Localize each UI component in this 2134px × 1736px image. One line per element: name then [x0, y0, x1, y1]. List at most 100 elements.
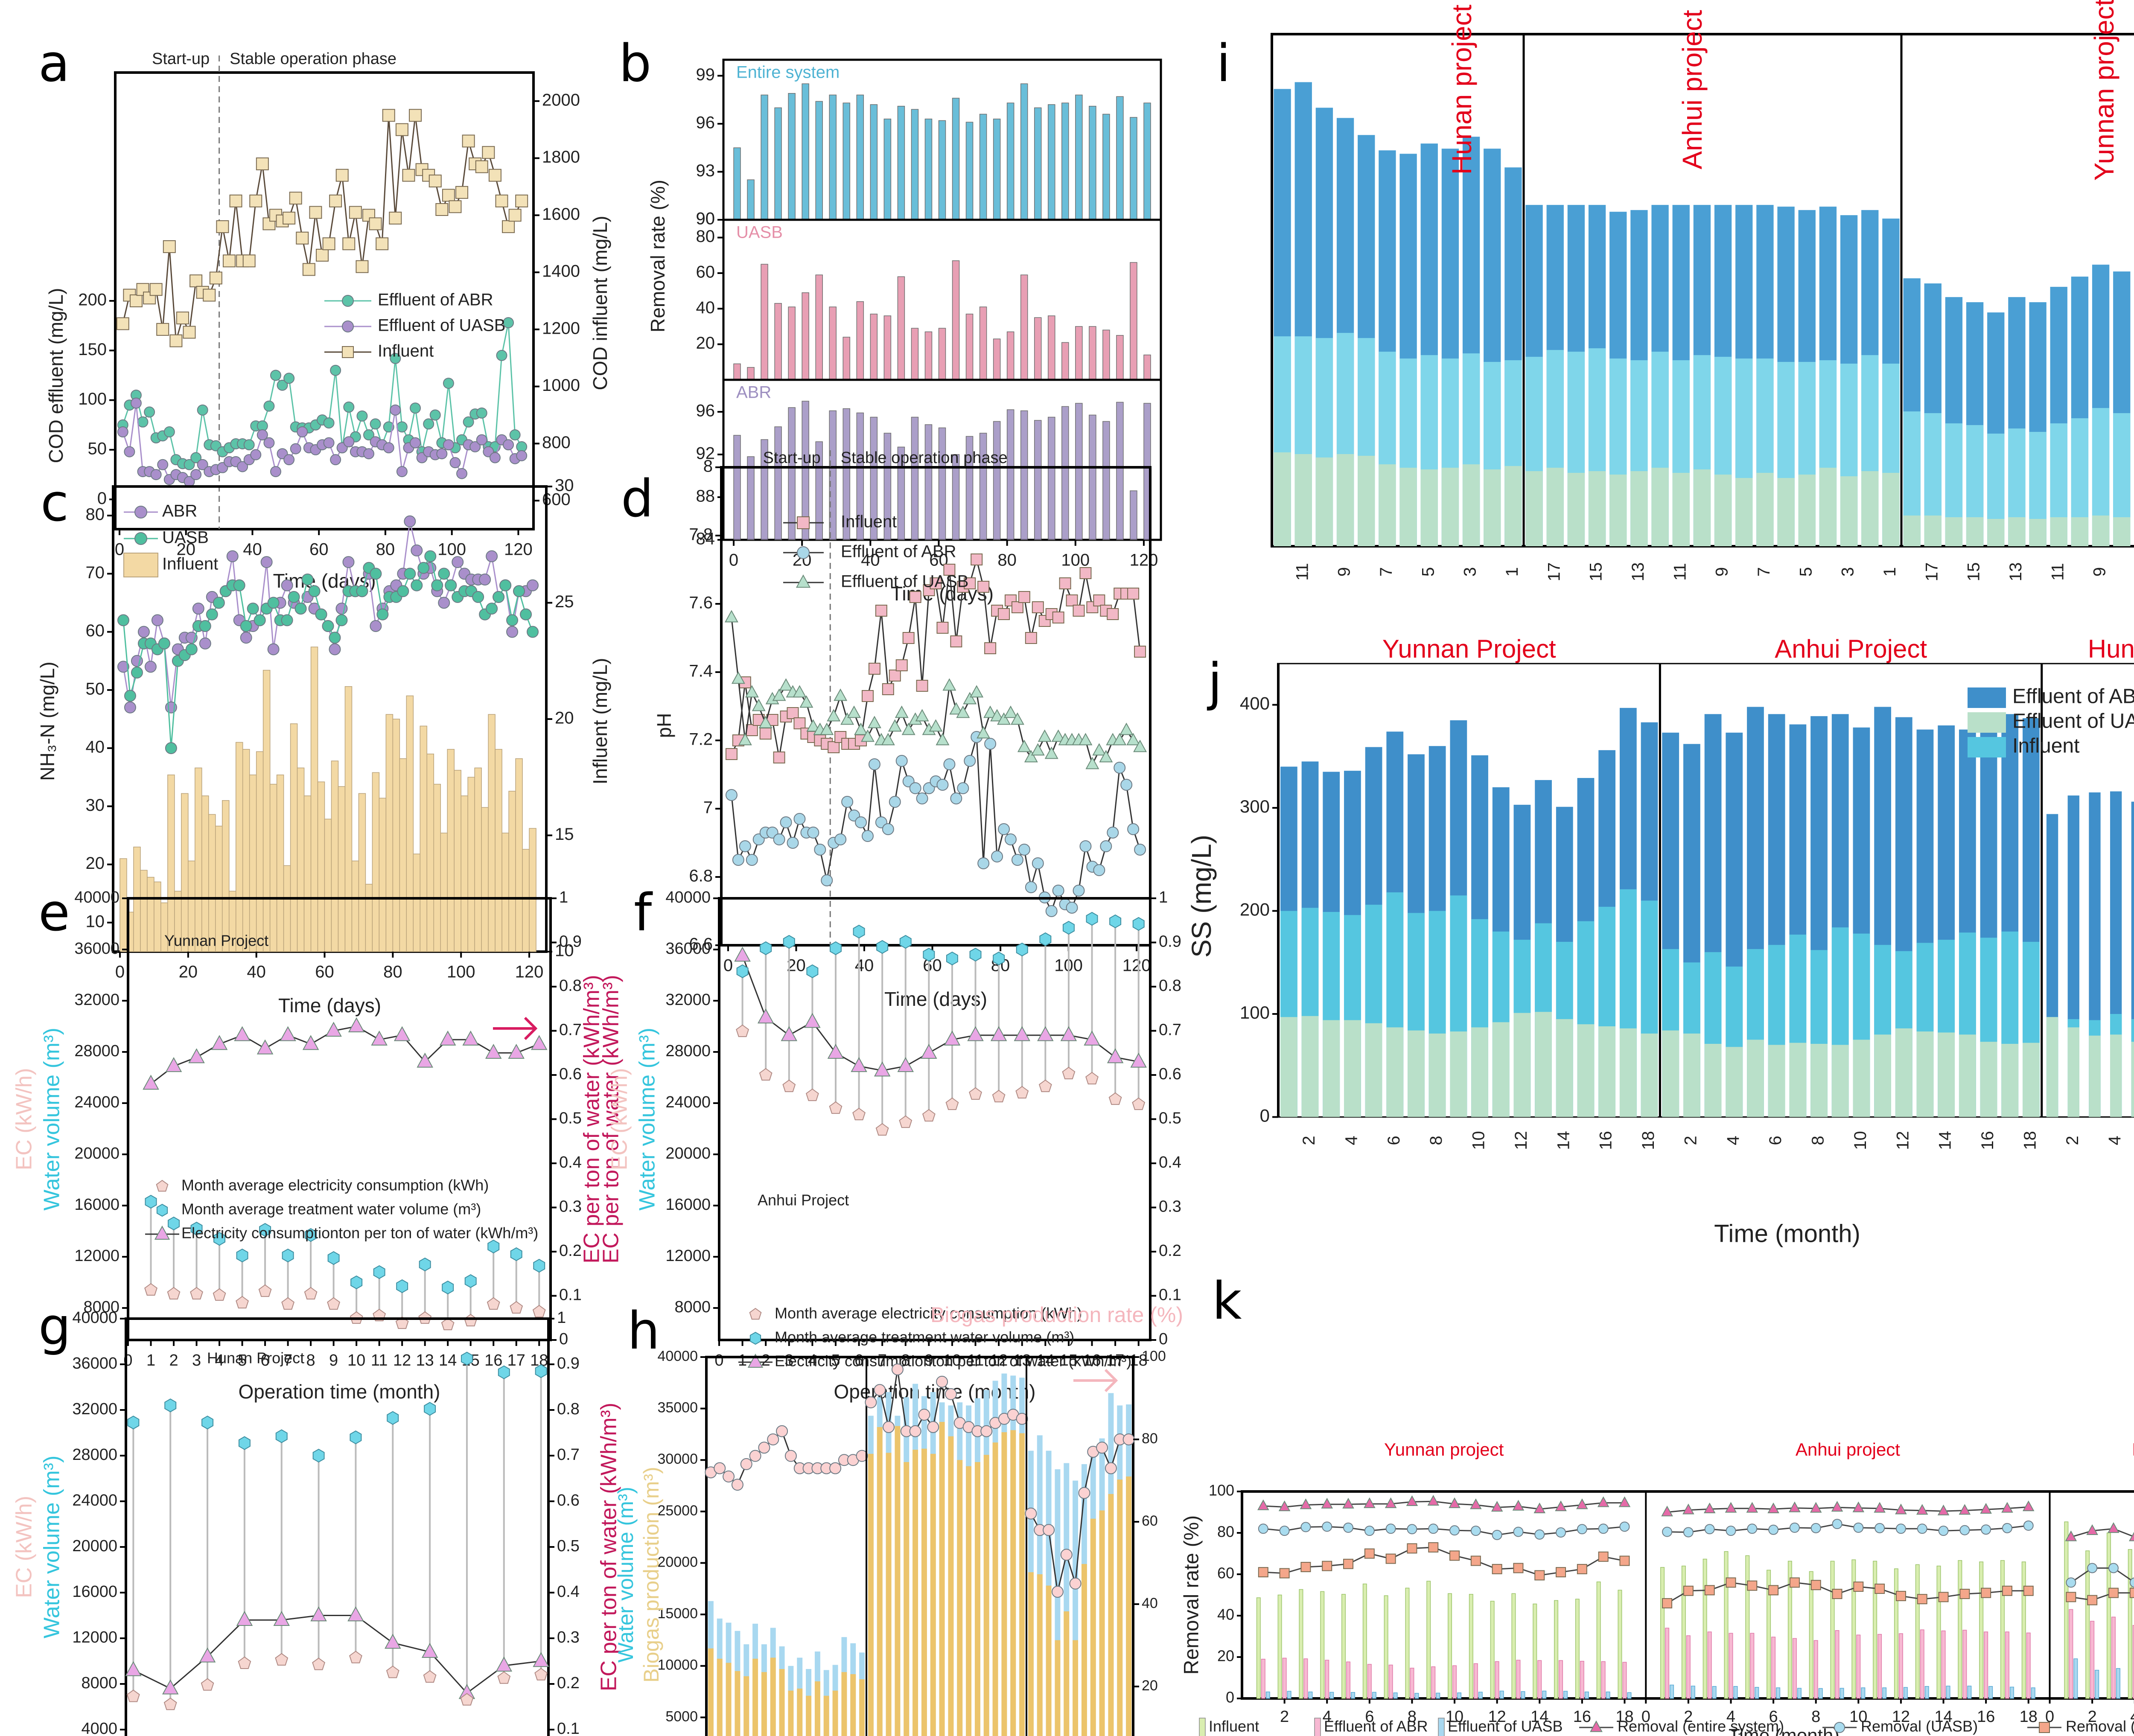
plot-frame	[1241, 1490, 2134, 1700]
y2-axis-label: Influent (mg/L)	[589, 658, 611, 785]
influent-bar	[1554, 1600, 1559, 1699]
influent-bar	[1469, 1594, 1473, 1699]
data-point	[998, 608, 1010, 620]
x-axis-tick-label: 100	[447, 963, 475, 982]
uasb-effluent-bar	[1818, 1688, 1823, 1699]
data-point	[222, 254, 236, 268]
data-point	[429, 409, 441, 421]
data-point	[209, 271, 222, 285]
series-ec-per-ton	[143, 1017, 548, 1090]
data-point	[1126, 733, 1140, 746]
x-axis-tick-label: 5	[238, 1352, 247, 1369]
electricity-point	[1085, 1072, 1099, 1085]
x-tick-label: 14	[1936, 1131, 1955, 1150]
x-axis-tick-label: 20	[176, 540, 195, 559]
uasb-bar	[1726, 1047, 1743, 1117]
uasb-bar	[1853, 1040, 1870, 1117]
data-point	[1513, 1563, 1524, 1573]
data-point	[409, 109, 422, 122]
data-point	[396, 421, 408, 433]
abr-effluent-bar	[1367, 1664, 1372, 1699]
influent-bar	[1830, 1561, 1835, 1699]
data-point	[211, 1035, 228, 1050]
uasb-bar	[1945, 517, 1963, 546]
uasb-bar	[1588, 471, 1606, 546]
panel-e: e 8000 12000 16000 20000 24000 28000 32000 3600…	[0, 888, 624, 1403]
x-axis-tick-label: 100	[437, 540, 466, 559]
uasb-bar	[1980, 1042, 1997, 1117]
abr-effluent-bar	[1346, 1661, 1351, 1699]
x-tick-label: 18	[2020, 1708, 2038, 1726]
uasb-bar	[1777, 478, 1795, 546]
electricity-point	[386, 1666, 399, 1678]
uasb-bar	[1535, 1012, 1552, 1117]
biogas-bar	[1064, 1611, 1070, 1736]
series-removal-uasb	[2066, 1563, 2134, 1588]
project-label: Yunnan Project	[164, 932, 268, 950]
uasb-bar	[1484, 469, 1501, 546]
x-tick-label: 8	[1809, 1136, 1828, 1145]
data-point	[1099, 750, 1113, 763]
electricity-point	[487, 1297, 500, 1310]
data-point	[829, 1462, 842, 1474]
uasb-effluent-bar	[2116, 1668, 2120, 1699]
data-point	[1279, 1568, 1290, 1579]
uasb-bar	[1819, 468, 1837, 546]
data-point	[149, 283, 163, 296]
y2-axis-tick-label: 1	[559, 888, 568, 906]
influent-bar	[1745, 1555, 1750, 1699]
biogas-bar	[743, 1676, 749, 1736]
data-point	[124, 690, 136, 702]
series-line	[1263, 1547, 1625, 1576]
data-point	[216, 220, 229, 233]
series-removal-entire	[1661, 1500, 2035, 1517]
y-axis-tick-label: 28000	[74, 1042, 120, 1060]
x-tick-label: 10	[1851, 1131, 1870, 1150]
bar	[774, 107, 782, 220]
x-axis-tick-label: 60	[315, 963, 334, 982]
influent-bar	[1873, 1561, 1877, 1699]
data-point	[767, 1433, 779, 1445]
data-point	[942, 678, 956, 691]
data-point	[301, 574, 314, 585]
data-point	[2002, 1585, 2012, 1596]
x-axis-tick-label: 14	[439, 1352, 457, 1369]
y2-axis-tick-label: 0	[1159, 1330, 1168, 1348]
series-biogas-rate	[1025, 1433, 1135, 1598]
series-removal-abr	[2066, 1587, 2134, 1605]
data-point	[184, 459, 195, 470]
y-axis-tick-label: 0	[97, 489, 107, 508]
x-tick-label: 14	[1934, 1708, 1952, 1726]
uasb-effluent-bar	[1436, 1692, 1440, 1699]
abr-effluent-bar	[2111, 1617, 2116, 1699]
bar	[1061, 342, 1069, 380]
data-point	[226, 550, 239, 562]
chart-g-svg: 0 4000 8000 12000 16000 20000 24000 28000 32000 3…	[12, 1309, 621, 1736]
bar	[1089, 414, 1096, 540]
uasb-bar	[2110, 1034, 2122, 1117]
bar	[897, 276, 905, 380]
bar	[938, 120, 946, 220]
data-point	[435, 203, 449, 216]
data-point	[1938, 1526, 1949, 1536]
group-title: Hunan project	[2132, 1439, 2134, 1459]
data-point	[945, 1388, 957, 1400]
uasb-effluent-bar	[1478, 1692, 1483, 1699]
data-point	[1577, 1524, 1587, 1535]
x-tick-label: 18	[2020, 1131, 2039, 1150]
subplot-label: UASB	[736, 223, 783, 242]
data-point	[281, 614, 293, 626]
data-point	[956, 705, 970, 718]
panel-b: b 90 93 96 99 Entire system 20 40 60 80 90 UASB 84 8…	[619, 0, 1216, 605]
y2-axis-tick-label: 0.1	[1159, 1286, 1181, 1304]
bar	[1089, 326, 1096, 380]
uasb-effluent-bar	[1606, 1691, 1610, 1699]
data-point	[930, 577, 942, 589]
uasb-effluent-bar	[1265, 1691, 1270, 1699]
data-point	[854, 722, 868, 735]
legend-label: ABR	[162, 502, 197, 521]
bar	[883, 433, 892, 540]
uasb-effluent-bar	[1542, 1690, 1547, 1699]
influent-bar	[1703, 1558, 1707, 1699]
